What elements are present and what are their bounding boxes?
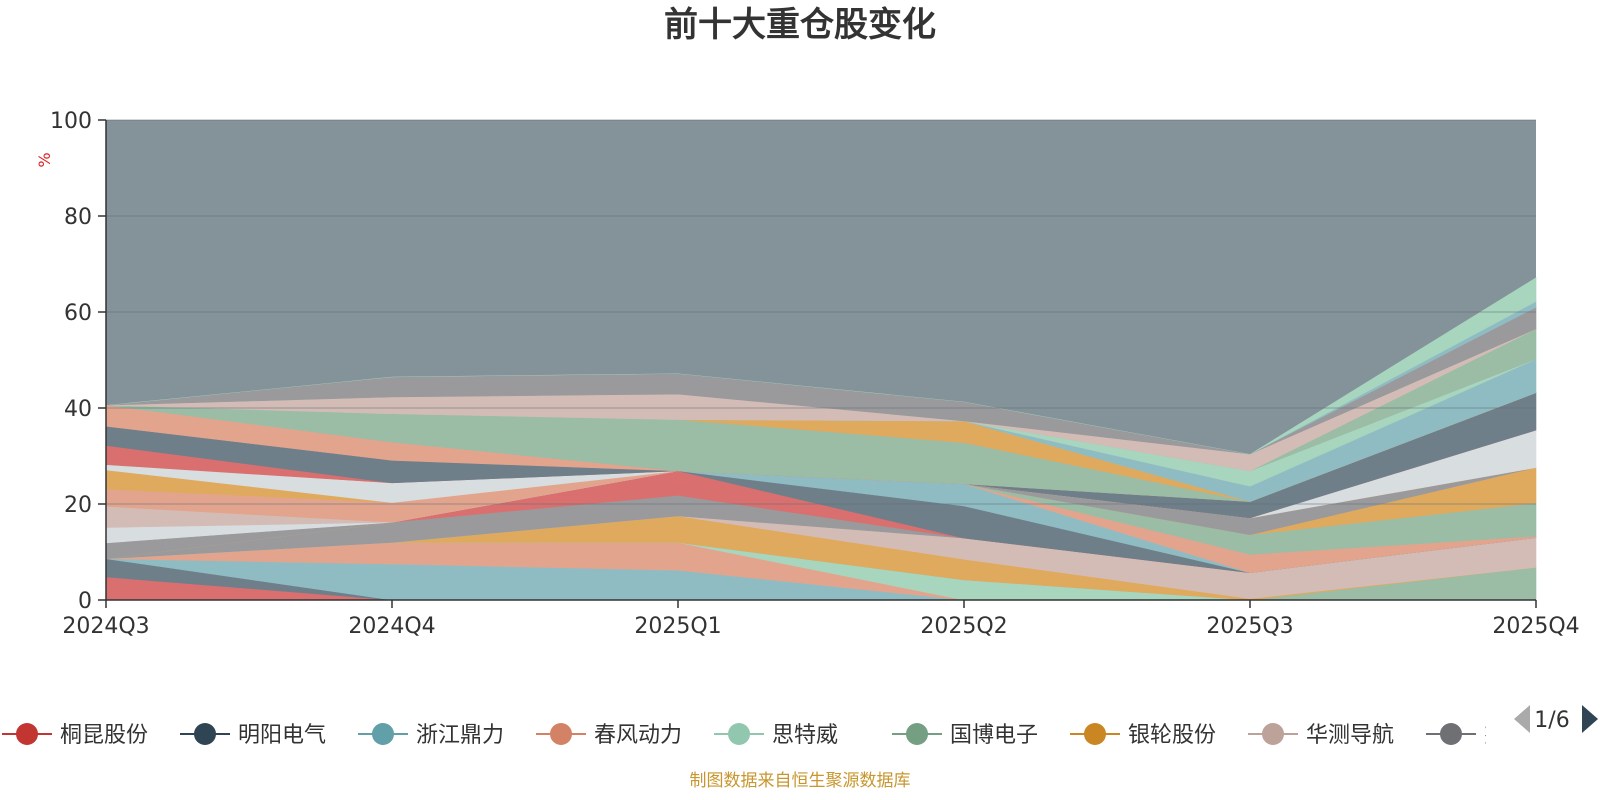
legend-marker — [372, 723, 394, 745]
legend-marker — [906, 723, 928, 745]
y-tick-label-20: 20 — [64, 493, 92, 518]
legend-pager[interactable]: 1/6 — [1514, 705, 1598, 733]
pager-next-icon[interactable] — [1582, 705, 1598, 733]
legend-label: 明阳电气 — [238, 723, 326, 748]
legend-marker — [1440, 723, 1462, 745]
y-tick-label-60: 60 — [64, 301, 92, 326]
legend-marker — [728, 723, 750, 745]
x-tick-label-6: 2025Q4 — [1492, 614, 1579, 639]
legend-marker — [550, 723, 572, 745]
legend-item-1[interactable]: 桐昆股份 — [2, 723, 148, 748]
x-tick-label-4: 2025Q2 — [920, 614, 1007, 639]
legend-label: 国博电子 — [950, 723, 1038, 748]
legend-item-5[interactable]: 思特威 — [714, 723, 838, 748]
stacked-areas — [105, 120, 1537, 601]
legend-item-3[interactable]: 浙江鼎力 — [358, 723, 504, 748]
y-tick-label-80: 80 — [64, 205, 92, 230]
legend-label: 浙江鼎力 — [416, 723, 504, 748]
y-tick-label-100: 100 — [50, 109, 92, 134]
legend[interactable]: 桐昆股份 明阳电气 浙江鼎力 春风动力 思特威 国博电子 银轮股份 华测导航 杰瑞股份 — [2, 723, 1572, 748]
legend-label: 思特威 — [772, 723, 838, 748]
legend-item-4[interactable]: 春风动力 — [536, 723, 682, 748]
x-tick-label-5: 2025Q3 — [1206, 614, 1293, 639]
area-remainder — [106, 120, 1536, 455]
legend-label: 桐昆股份 — [60, 723, 148, 748]
legend-marker — [194, 723, 216, 745]
legend-label: 春风动力 — [594, 723, 682, 748]
legend-marker — [16, 723, 38, 745]
legend-marker — [1262, 723, 1284, 745]
pager-prev-icon[interactable] — [1514, 705, 1530, 733]
legend-item-2[interactable]: 明阳电气 — [180, 723, 326, 748]
x-tick-label-1: 2024Q3 — [62, 614, 149, 639]
legend-marker — [1084, 723, 1106, 745]
legend-item-8[interactable]: 华测导航 — [1248, 723, 1394, 748]
legend-item-6[interactable]: 国博电子 — [892, 723, 1038, 748]
x-tick-label-2: 2024Q4 — [348, 614, 435, 639]
y-axis-unit: % — [35, 152, 54, 167]
y-tick-label-0: 0 — [78, 589, 92, 614]
chart-title: 前十大重仓股变化 — [664, 5, 936, 45]
pager-label: 1/6 — [1534, 708, 1569, 733]
legend-item-7[interactable]: 银轮股份 — [1070, 723, 1216, 748]
source-note: 制图数据来自恒生聚源数据库 — [690, 771, 911, 791]
y-tick-label-40: 40 — [64, 397, 92, 422]
x-tick-label-3: 2025Q1 — [634, 614, 721, 639]
legend-item-9[interactable]: 杰瑞股份 — [1426, 723, 1572, 748]
legend-label: 杰瑞股份 — [1484, 723, 1572, 748]
legend-label: 华测导航 — [1306, 723, 1394, 748]
axes: 0 20 40 60 80 100 2024Q3 2024Q4 2025Q1 2025Q2 2025… — [50, 109, 1580, 639]
gridlines — [106, 119, 1536, 505]
legend-label: 银轮股份 — [1128, 723, 1216, 748]
